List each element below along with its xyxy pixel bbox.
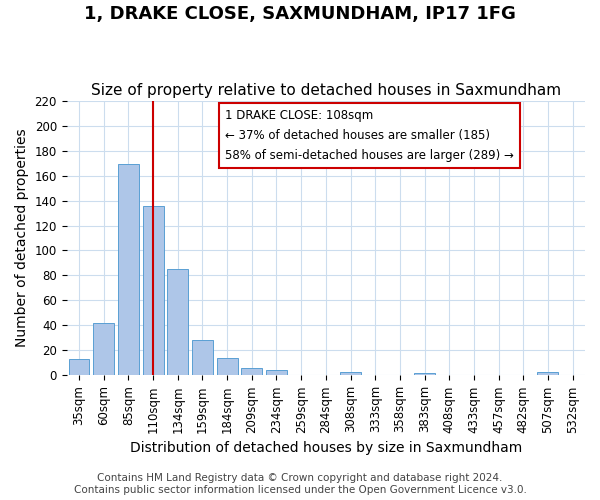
Bar: [217, 358, 238, 376]
Bar: [167, 269, 188, 376]
Text: Contains HM Land Registry data © Crown copyright and database right 2024.
Contai: Contains HM Land Registry data © Crown c…: [74, 474, 526, 495]
Text: 1, DRAKE CLOSE, SAXMUNDHAM, IP17 1FG: 1, DRAKE CLOSE, SAXMUNDHAM, IP17 1FG: [84, 5, 516, 23]
Bar: [192, 340, 213, 376]
Bar: [241, 368, 262, 376]
X-axis label: Distribution of detached houses by size in Saxmundham: Distribution of detached houses by size …: [130, 441, 522, 455]
Bar: [118, 164, 139, 376]
Title: Size of property relative to detached houses in Saxmundham: Size of property relative to detached ho…: [91, 83, 561, 98]
Bar: [538, 372, 559, 376]
Y-axis label: Number of detached properties: Number of detached properties: [15, 128, 29, 348]
Bar: [340, 372, 361, 376]
Bar: [414, 373, 435, 376]
Bar: [93, 323, 114, 376]
Bar: [68, 359, 89, 376]
Bar: [143, 206, 164, 376]
Bar: [266, 370, 287, 376]
Text: 1 DRAKE CLOSE: 108sqm
← 37% of detached houses are smaller (185)
58% of semi-det: 1 DRAKE CLOSE: 108sqm ← 37% of detached …: [225, 109, 514, 162]
